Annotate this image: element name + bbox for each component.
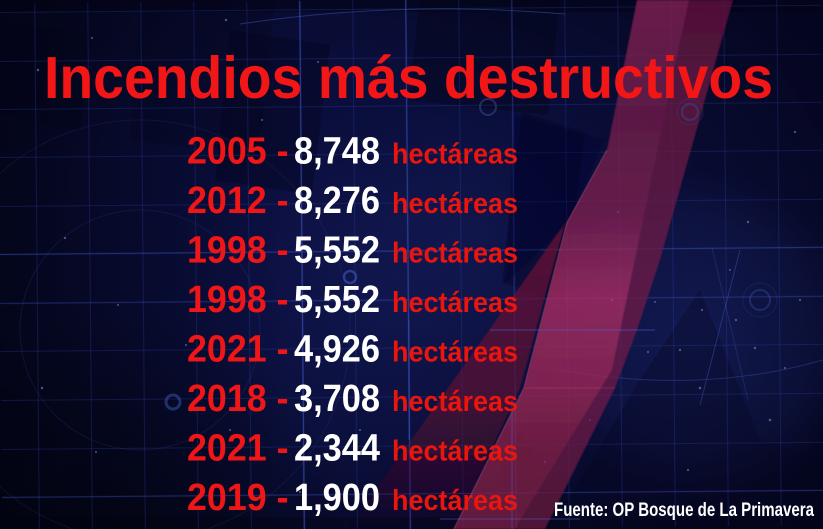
svg-text:hectáreas: hectáreas	[392, 337, 518, 369]
svg-text:2018 -: 2018 -	[187, 378, 289, 420]
svg-text:2012 -: 2012 -	[187, 180, 289, 222]
svg-text:hectáreas: hectáreas	[392, 287, 518, 319]
svg-text:hectáreas: hectáreas	[392, 386, 518, 418]
svg-text:2005 -: 2005 -	[187, 131, 289, 173]
svg-text:1998 -: 1998 -	[187, 279, 289, 321]
svg-text:hectáreas: hectáreas	[392, 188, 518, 220]
svg-text:5,552: 5,552	[294, 229, 380, 272]
svg-text:2019 -: 2019 -	[187, 477, 289, 519]
svg-text:1998 -: 1998 -	[187, 230, 289, 272]
svg-text:Fuente: OP Bosque de La Primav: Fuente: OP Bosque de La Primavera	[554, 499, 814, 521]
svg-text:8,748: 8,748	[294, 130, 380, 173]
svg-text:hectáreas: hectáreas	[392, 436, 518, 468]
svg-text:Incendios más destructivos: Incendios más destructivos	[44, 44, 773, 111]
svg-text:3,708: 3,708	[294, 377, 380, 420]
svg-text:4,926: 4,926	[294, 328, 380, 371]
svg-text:2,344: 2,344	[294, 427, 381, 470]
svg-text:hectáreas: hectáreas	[392, 139, 518, 171]
svg-text:hectáreas: hectáreas	[392, 238, 518, 270]
svg-text:2021 -: 2021 -	[187, 329, 289, 371]
svg-text:5,552: 5,552	[294, 278, 380, 321]
svg-text:2021 -: 2021 -	[187, 428, 289, 470]
svg-text:1,900: 1,900	[294, 476, 380, 519]
svg-text:8,276: 8,276	[294, 179, 380, 222]
svg-text:hectáreas: hectáreas	[392, 485, 518, 517]
